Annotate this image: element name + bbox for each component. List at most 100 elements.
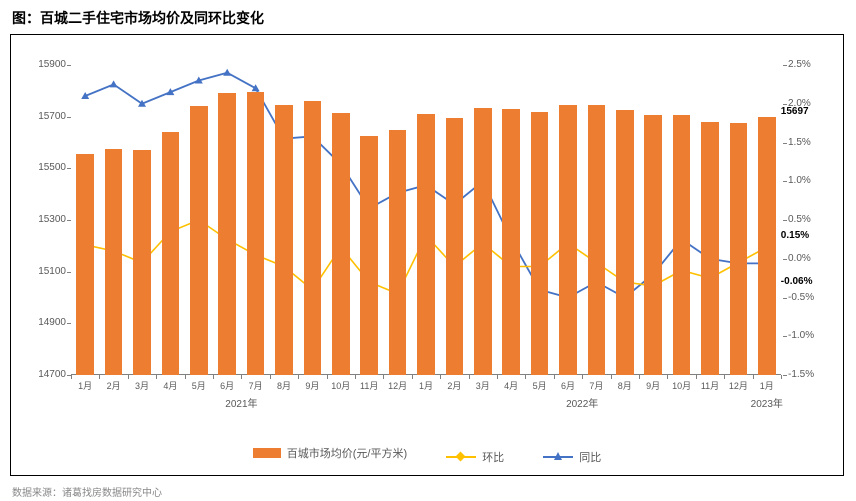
x-label: 10月 bbox=[672, 379, 691, 392]
bar bbox=[616, 110, 634, 375]
ytick-right: 2.5% bbox=[788, 59, 838, 70]
x-tickmark bbox=[270, 375, 271, 379]
x-tickmark bbox=[667, 375, 668, 379]
x-tickmark bbox=[696, 375, 697, 379]
x-tickmark bbox=[99, 375, 100, 379]
x-tickmark bbox=[497, 375, 498, 379]
bar bbox=[275, 105, 293, 375]
annotation: 0.15% bbox=[781, 230, 809, 241]
bar bbox=[730, 123, 748, 375]
legend-line-hb bbox=[446, 456, 476, 458]
x-tickmark bbox=[525, 375, 526, 379]
legend: 百城市场均价(元/平方米) 环比 同比 bbox=[11, 445, 843, 465]
ytick-right: 0.5% bbox=[788, 214, 838, 225]
x-label: 3月 bbox=[135, 379, 149, 392]
bar bbox=[332, 113, 350, 375]
ytick-right: 0.0% bbox=[788, 253, 838, 264]
x-label: 12月 bbox=[388, 379, 407, 392]
annotation: -0.06% bbox=[781, 276, 813, 287]
x-tickmark bbox=[355, 375, 356, 379]
bar bbox=[758, 117, 776, 375]
x-tickmark bbox=[753, 375, 754, 379]
x-label: 2月 bbox=[447, 379, 461, 392]
year-label: 2022年 bbox=[566, 395, 598, 410]
bar bbox=[76, 154, 94, 375]
x-tickmark bbox=[440, 375, 441, 379]
x-tickmark bbox=[156, 375, 157, 379]
ytick-right: 1.5% bbox=[788, 137, 838, 148]
bar bbox=[162, 132, 180, 375]
ytick-right: 1.0% bbox=[788, 175, 838, 186]
ytick-left: 15700 bbox=[16, 111, 66, 122]
chart-frame: 百城市场均价(元/平方米) 环比 同比 14700149001510015300… bbox=[10, 34, 844, 476]
legend-swatch-bars bbox=[253, 448, 281, 458]
ytick-left: 14900 bbox=[16, 317, 66, 328]
legend-label-bars: 百城市场均价(元/平方米) bbox=[287, 445, 407, 461]
x-tickmark bbox=[469, 375, 470, 379]
x-label: 1月 bbox=[760, 379, 774, 392]
bar bbox=[446, 118, 464, 375]
x-label: 4月 bbox=[504, 379, 518, 392]
tickmark-left bbox=[67, 65, 71, 66]
bar bbox=[502, 109, 520, 375]
bar bbox=[673, 115, 691, 375]
ytick-left: 15100 bbox=[16, 266, 66, 277]
plot-area bbox=[71, 65, 781, 375]
x-tickmark bbox=[185, 375, 186, 379]
x-label: 2月 bbox=[107, 379, 121, 392]
x-label: 5月 bbox=[192, 379, 206, 392]
legend-label-tb: 同比 bbox=[579, 449, 601, 465]
ytick-right: -1.0% bbox=[788, 330, 838, 341]
bar bbox=[559, 105, 577, 375]
ytick-right: -0.5% bbox=[788, 292, 838, 303]
x-label: 10月 bbox=[331, 379, 350, 392]
x-label: 8月 bbox=[277, 379, 291, 392]
x-label: 5月 bbox=[533, 379, 547, 392]
tickmark-left bbox=[67, 168, 71, 169]
tickmark-right bbox=[783, 220, 787, 221]
x-tickmark bbox=[327, 375, 328, 379]
x-tickmark bbox=[582, 375, 583, 379]
year-label: 2021年 bbox=[225, 395, 257, 410]
x-tickmark bbox=[71, 375, 72, 379]
x-label: 12月 bbox=[729, 379, 748, 392]
x-label: 1月 bbox=[78, 379, 92, 392]
annotation: 15697 bbox=[781, 106, 809, 117]
x-label: 7月 bbox=[249, 379, 263, 392]
chart-title: 图：百城二手住宅市场均价及同环比变化 bbox=[0, 0, 856, 34]
bar bbox=[531, 112, 549, 376]
bar bbox=[360, 136, 378, 375]
bar bbox=[588, 105, 606, 375]
x-label: 11月 bbox=[360, 379, 378, 392]
x-tickmark bbox=[241, 375, 242, 379]
x-label: 8月 bbox=[618, 379, 632, 392]
legend-label-hb: 环比 bbox=[482, 449, 504, 465]
bar bbox=[304, 101, 322, 375]
x-tickmark bbox=[412, 375, 413, 379]
tickmark-right bbox=[783, 298, 787, 299]
tickmark-right bbox=[783, 65, 787, 66]
bar bbox=[701, 122, 719, 375]
marker-triangle bbox=[110, 80, 118, 87]
x-label: 9月 bbox=[646, 379, 660, 392]
legend-line-tb bbox=[543, 456, 573, 458]
x-tickmark bbox=[383, 375, 384, 379]
bar bbox=[247, 92, 265, 375]
ytick-left: 15500 bbox=[16, 162, 66, 173]
x-label: 7月 bbox=[589, 379, 603, 392]
marker-triangle bbox=[223, 69, 231, 76]
tickmark-right bbox=[783, 259, 787, 260]
ytick-right: -1.5% bbox=[788, 369, 838, 380]
ytick-left: 15900 bbox=[16, 59, 66, 70]
x-label: 3月 bbox=[476, 379, 490, 392]
x-tickmark bbox=[611, 375, 612, 379]
tickmark-right bbox=[783, 143, 787, 144]
tickmark-right bbox=[783, 375, 787, 376]
x-tickmark bbox=[781, 375, 782, 379]
bar bbox=[474, 108, 492, 375]
tickmark-right bbox=[783, 336, 787, 337]
x-label: 9月 bbox=[305, 379, 319, 392]
legend-tb: 同比 bbox=[543, 449, 601, 465]
legend-hb: 环比 bbox=[446, 449, 504, 465]
tickmark-left bbox=[67, 323, 71, 324]
